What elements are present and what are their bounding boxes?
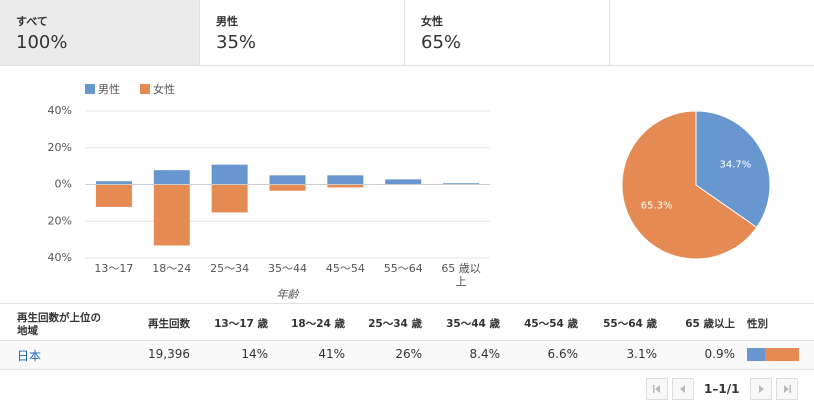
x-axis-label: 年齢 xyxy=(277,288,300,301)
tab-value: 35% xyxy=(216,32,257,53)
tab-value: 100% xyxy=(16,32,68,53)
table-header: 13～17 歳 xyxy=(214,318,268,330)
bar xyxy=(153,184,190,246)
table-cell: 0.9% xyxy=(704,347,736,361)
tab[interactable]: すべて 100% xyxy=(0,0,200,66)
bar xyxy=(269,184,306,191)
table-cell: 41% xyxy=(318,347,345,361)
bar xyxy=(95,184,132,207)
region-link[interactable]: 日本 xyxy=(17,349,42,363)
table-row-bg xyxy=(0,340,814,370)
legend-swatch xyxy=(140,84,150,94)
bar xyxy=(211,184,248,213)
table-header: 65 歳以上 xyxy=(685,318,735,330)
table-cell: 26% xyxy=(395,347,422,361)
table-header: 35～44 歳 xyxy=(446,318,500,330)
x-tick-label: 25～34 xyxy=(210,262,250,275)
x-tick-label: 55～64 xyxy=(383,262,423,275)
divider xyxy=(0,303,814,304)
icon xyxy=(784,385,791,393)
legend-label: 女性 xyxy=(153,82,175,96)
tab-label: 女性 xyxy=(421,15,443,28)
pie-label: 65.3% xyxy=(641,201,673,212)
table-header: 再生回数 xyxy=(148,318,190,330)
table-cell: 3.1% xyxy=(626,347,658,361)
icon xyxy=(680,385,685,393)
bar xyxy=(95,181,132,185)
bar xyxy=(211,164,248,185)
tab-value: 65% xyxy=(421,32,462,53)
bar xyxy=(153,170,190,185)
charts: 40% 20% 0% 20% 40% 年齢 男性 女性 34.7% 65.3% xyxy=(48,82,771,301)
table-header: 45～54 歳 xyxy=(524,318,578,330)
icon xyxy=(759,385,764,393)
table-cell: 19,396 xyxy=(148,347,190,361)
pagination-text: 1–1/1 xyxy=(704,382,740,396)
prev-page-button[interactable] xyxy=(672,378,694,400)
first-page-button[interactable] xyxy=(646,378,668,400)
y-tick-label: 40% xyxy=(48,104,72,117)
pie-slice xyxy=(695,110,771,229)
y-tick-label: 20% xyxy=(48,141,72,154)
icon xyxy=(653,385,660,393)
table-header: 性別 xyxy=(747,318,768,330)
pie-slice xyxy=(621,110,758,260)
last-page-button[interactable] xyxy=(776,378,798,400)
tab-filler xyxy=(610,0,814,66)
bar xyxy=(443,183,480,185)
tab[interactable]: 男性 35% xyxy=(200,0,405,66)
pie-label: 34.7% xyxy=(719,159,751,170)
next-page-button[interactable] xyxy=(750,378,772,400)
x-tick-label: 35～44 xyxy=(268,262,307,275)
y-tick-label: 0% xyxy=(55,178,72,191)
table-cell: 8.4% xyxy=(469,347,501,361)
table-cell: 6.6% xyxy=(547,347,579,361)
x-tick-label: 13～17 xyxy=(94,262,134,275)
y-tick-label: 40% xyxy=(48,251,72,264)
bar xyxy=(327,175,364,185)
table-header: 25～34 歳 xyxy=(368,318,422,330)
x-tick-label: 65 歳以上 xyxy=(441,262,481,288)
y-tick-label: 20% xyxy=(48,214,72,227)
table-header: 55～64 歳 xyxy=(603,318,657,330)
legend-label: 男性 xyxy=(98,82,120,96)
table-cell: 14% xyxy=(241,347,268,361)
gender-bar xyxy=(747,348,766,361)
tab-label: すべて xyxy=(16,15,48,28)
table-header: 18～24 歳 xyxy=(291,318,345,330)
x-tick-label: 18～24 xyxy=(152,262,192,275)
bar xyxy=(327,184,364,188)
tab[interactable]: 女性 65% xyxy=(405,0,610,66)
bar xyxy=(385,179,422,185)
gender-bar xyxy=(765,348,799,361)
x-tick-label: 45～54 xyxy=(325,262,365,275)
legend-swatch xyxy=(85,84,95,94)
table-header: 再生回数が上位の地域 xyxy=(17,312,101,337)
bar xyxy=(269,175,306,185)
tab-label: 男性 xyxy=(216,15,238,28)
